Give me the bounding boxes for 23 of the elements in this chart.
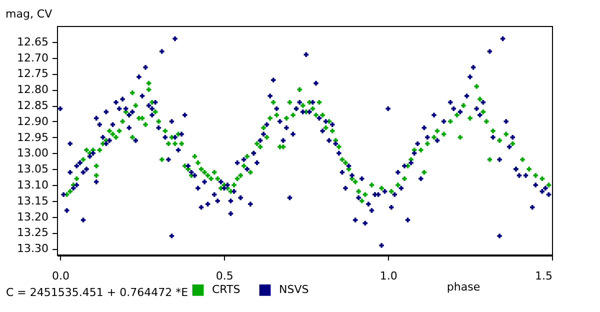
y-axis-title: mag, CV bbox=[6, 8, 53, 20]
y-tick-label: 13.15 bbox=[17, 194, 48, 208]
y-tick-label: 12.90 bbox=[17, 114, 48, 128]
x-tick-label: 1.5 bbox=[535, 270, 552, 282]
y-tick-label: 12.75 bbox=[17, 67, 48, 80]
y-tick-label: 12.85 bbox=[17, 99, 48, 112]
legend-label: NSVS bbox=[279, 283, 309, 296]
y-tick-label: 13.20 bbox=[17, 210, 48, 224]
text: C = 2451535.451 + 0.764472 *E bbox=[6, 286, 188, 299]
x-tick-label: 0.0 bbox=[52, 270, 70, 282]
y-tick-label: 13.05 bbox=[17, 162, 48, 176]
y-tick-label: 13.25 bbox=[17, 226, 48, 240]
y-tick-label: 12.65 bbox=[17, 35, 48, 48]
y-tick-label: 12.95 bbox=[17, 130, 48, 144]
legend-label: CRTS bbox=[212, 283, 240, 296]
x-tick-label: 1.0 bbox=[380, 270, 398, 282]
y-tick-label: 13.30 bbox=[17, 242, 48, 256]
x-axis-title: phase bbox=[446, 280, 480, 294]
y-tick-label: 12.70 bbox=[17, 51, 48, 64]
y-tick-label: 13.00 bbox=[17, 146, 48, 160]
y-tick-label: 12.80 bbox=[17, 83, 48, 96]
x-tick-label: 0.5 bbox=[216, 270, 234, 282]
y-tick-label: 13.10 bbox=[17, 178, 48, 192]
